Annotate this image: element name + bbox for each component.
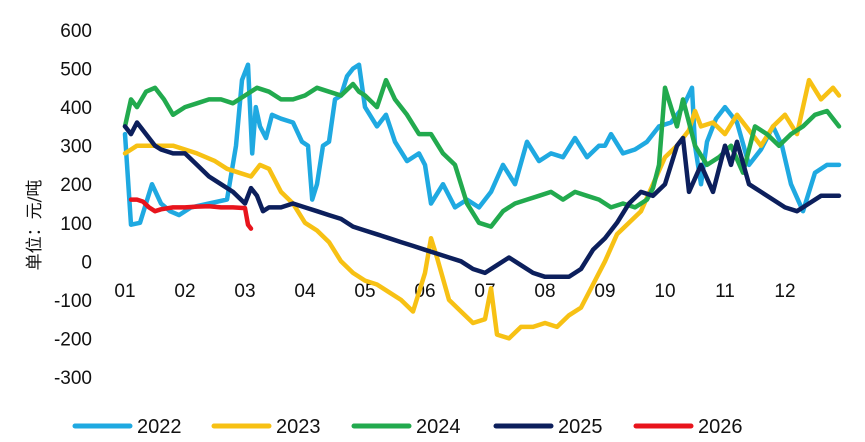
x-tick-label: 08 xyxy=(534,281,555,302)
x-tick-label: 02 xyxy=(174,281,195,302)
y-tick-label: 400 xyxy=(60,98,92,119)
legend-item-2023: 2023 xyxy=(211,416,321,438)
x-tick-label: 12 xyxy=(774,281,795,302)
x-tick-label: 09 xyxy=(594,281,615,302)
y-axis-ticks: 600 500 400 300 200 100 0 -100 -200 -300 xyxy=(54,21,92,389)
legend-label: 2026 xyxy=(698,416,743,438)
y-tick-label: -100 xyxy=(54,291,92,312)
series-line-2023 xyxy=(122,77,842,341)
legend-item-2025: 2025 xyxy=(493,416,603,438)
x-tick-label: 11 xyxy=(715,281,735,302)
series-line-2025 xyxy=(122,120,842,280)
y-axis-unit-label: 单位：元/吨 xyxy=(25,180,45,271)
y-tick-label: 600 xyxy=(60,21,92,42)
y-tick-label: 300 xyxy=(60,137,92,158)
series-line-2026 xyxy=(128,197,254,231)
legend-label: 2022 xyxy=(137,416,182,438)
legend-item-2024: 2024 xyxy=(351,416,461,438)
legend-label: 2023 xyxy=(276,416,321,438)
y-tick-label: -300 xyxy=(54,368,92,389)
x-tick-label: 10 xyxy=(654,281,675,302)
legend-item-2026: 2026 xyxy=(633,416,743,438)
x-tick-label: 03 xyxy=(234,281,255,302)
series-line-2024 xyxy=(122,77,842,229)
y-tick-label: 500 xyxy=(60,60,92,81)
legend-item-2022: 2022 xyxy=(72,416,182,438)
legend: 2022 2023 2024 2025 2026 xyxy=(72,416,743,438)
x-tick-label: 04 xyxy=(294,281,316,302)
x-tick-label: 05 xyxy=(354,281,375,302)
legend-label: 2025 xyxy=(558,416,603,438)
y-tick-label: 100 xyxy=(60,214,92,235)
series-lines xyxy=(122,62,842,341)
y-tick-label: 200 xyxy=(60,175,92,196)
y-tick-label: -200 xyxy=(54,329,92,350)
x-axis-ticks: 01 02 03 04 05 06 07 08 09 10 11 12 xyxy=(114,281,795,302)
y-tick-label: 0 xyxy=(81,252,92,273)
x-tick-label: 01 xyxy=(114,281,135,302)
legend-label: 2024 xyxy=(416,416,461,438)
